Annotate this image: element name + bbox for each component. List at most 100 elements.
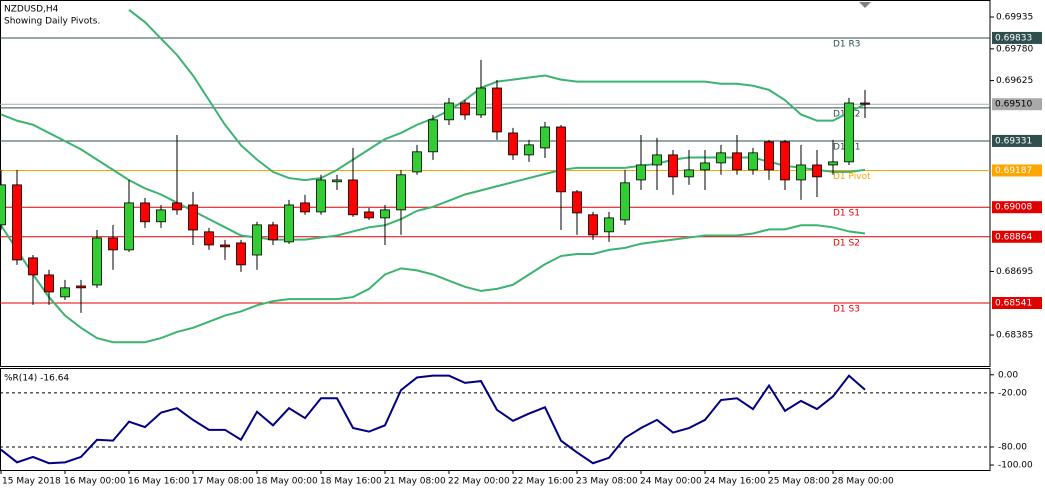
pivot-name: D1 Pivot [833, 172, 871, 182]
candle-body [204, 231, 214, 246]
pivot-value-box [992, 31, 1042, 44]
candle-body [828, 161, 838, 166]
candle-body [732, 152, 742, 171]
candle-body [572, 191, 582, 214]
candle-body [620, 182, 630, 221]
x-tick-label: 16 May 16:00 [128, 477, 190, 487]
x-tick-label: 17 May 08:00 [192, 477, 254, 487]
pivot-value-label: 0.68864 [995, 232, 1032, 242]
candle-body [332, 179, 342, 183]
candle-body [236, 242, 246, 266]
pivot-value-label: 0.69331 [995, 136, 1032, 146]
price-value-box [992, 98, 1042, 111]
candle-body [316, 179, 326, 213]
symbol-label: NZDUSD,H4 [4, 5, 59, 15]
x-tick-label: 22 May 16:00 [512, 477, 574, 487]
candle-body [540, 126, 550, 149]
pivot-name: D1 R3 [833, 39, 861, 49]
x-tick-label: 15 May 2018 [2, 477, 61, 487]
candle-body [268, 224, 278, 241]
candle-body [0, 184, 6, 226]
candle-body [348, 179, 358, 216]
candle-body [748, 152, 758, 171]
candle-body [492, 87, 502, 133]
y-tick-label: 0.69935 [996, 13, 1033, 23]
pivot-name: D1 S1 [833, 209, 860, 219]
indicator-y-tick-label: -80.00 [998, 442, 1027, 452]
candle-body [428, 119, 438, 153]
y-tick-label: 0.68695 [996, 267, 1033, 277]
candle-body [636, 164, 646, 181]
x-tick-label: 24 May 00:00 [640, 477, 702, 487]
y-tick-label: 0.68385 [996, 331, 1033, 341]
candle-body [92, 237, 102, 286]
x-tick-label: 28 May 00:00 [832, 477, 894, 487]
candle-body [124, 202, 134, 251]
candle-body [668, 154, 678, 178]
candle-body [108, 237, 118, 251]
candle-body [844, 102, 854, 163]
candle-body [860, 102, 870, 105]
candle-body [812, 164, 822, 178]
chart-shift-marker [859, 2, 871, 8]
pivot-value-label: 0.69187 [995, 166, 1032, 176]
x-tick-label: 22 May 00:00 [448, 477, 510, 487]
candle-body [460, 102, 470, 116]
candle-body [12, 184, 22, 261]
candle-body [220, 244, 230, 248]
price-value-label: 0.69510 [995, 100, 1032, 110]
candle-body [156, 209, 166, 223]
subtitle: Showing Daily Pivots. [4, 17, 100, 27]
candle-body [588, 214, 598, 236]
y-tick-label: 0.69625 [996, 76, 1033, 86]
x-tick-label: 21 May 08:00 [384, 477, 446, 487]
candle-body [700, 162, 710, 171]
candle-body [364, 211, 374, 219]
pivot-value-label: 0.69008 [995, 203, 1032, 213]
pivot-value-box [992, 297, 1042, 310]
candle-body [300, 202, 310, 213]
pivot-value-label: 0.69833 [995, 33, 1032, 43]
axes: 0.69935 0.69780 0.69625 0.68695 0.68385 0.698… [0, 13, 1042, 487]
band-line [0, 224, 866, 344]
indicator-plot [0, 374, 990, 465]
candle-body [28, 257, 38, 276]
candle-body [252, 224, 262, 256]
candle-body [140, 202, 150, 223]
candle-body [396, 174, 406, 211]
candle-body [780, 141, 790, 181]
indicator-label: %R(14) -16.64 [4, 374, 69, 384]
indicator-y-tick-label: 0.00 [998, 370, 1018, 380]
x-tick-label: 18 May 00:00 [256, 477, 318, 487]
candle-body [604, 217, 614, 233]
pivot-value-box [992, 201, 1042, 214]
pivot-value-box [992, 230, 1042, 243]
candle-body [380, 209, 390, 219]
candle-body [652, 154, 662, 166]
candle-body [684, 169, 694, 178]
candle-body [556, 126, 566, 193]
pivot-value-box [992, 164, 1042, 177]
main-panel [0, 0, 991, 367]
candle-body [412, 151, 422, 173]
candle-body [44, 274, 54, 293]
pivot-value-box [992, 134, 1042, 147]
candle-body [716, 152, 726, 164]
candle-body [444, 102, 454, 121]
candle-body [284, 204, 294, 243]
x-tick-label: 25 May 08:00 [768, 477, 830, 487]
candle-body [508, 132, 518, 156]
candle-body [172, 202, 182, 211]
indicator-y-tick-label: -100.00 [998, 461, 1033, 471]
candle-body [76, 285, 86, 289]
candle-body [188, 204, 198, 231]
candle-body [60, 287, 70, 298]
x-tick-label: 18 May 16:00 [320, 477, 382, 487]
x-tick-label: 23 May 08:00 [576, 477, 638, 487]
x-tick-label: 24 May 16:00 [704, 477, 766, 487]
candle-body [524, 144, 534, 156]
y-tick-label: 0.69780 [996, 44, 1033, 54]
indicator-y-tick-label: -20.00 [998, 388, 1027, 398]
